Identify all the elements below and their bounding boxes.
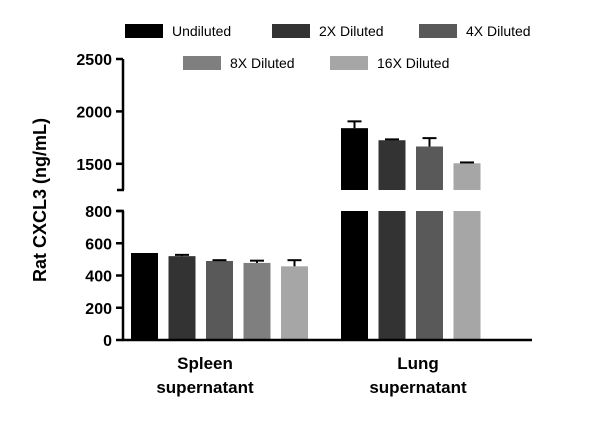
x-category-label: supernatant [369,378,467,397]
bar-spleen-16x-diluted [281,266,308,340]
legend: Undiluted 2X Diluted 4X Diluted 8X Diluted 1… [125,23,531,71]
bar-spleen-4x-diluted [206,260,233,340]
y-tick-label: 1500 [76,157,112,174]
bar-lung-upper-16x-diluted [453,163,481,190]
legend-swatch [183,56,221,70]
y-tick-label: 200 [85,301,112,318]
y-tick-label: 0 [103,333,112,350]
x-category-label: Spleen [177,354,233,373]
legend-swatch [419,24,457,38]
legend-item: 8X Diluted [183,55,295,71]
legend-item: 16X Diluted [330,55,449,71]
x-category-label: supernatant [156,378,254,397]
y-tick-label: 800 [85,204,112,221]
y-tick-label: 400 [85,269,112,286]
bar-lung-lower-2x-diluted [378,211,406,340]
bars [131,120,481,340]
bar-lung-upper-4x-diluted [416,146,443,190]
legend-label: 8X Diluted [230,55,295,71]
bar-spleen-2x-diluted [168,256,196,340]
legend-item: 4X Diluted [419,23,531,39]
legend-label: 2X Diluted [319,23,384,39]
bar-lung-upper-2x-diluted [378,140,406,190]
legend-item: 2X Diluted [272,23,384,39]
legend-swatch [272,24,310,38]
bar-spleen-undiluted [131,253,158,340]
legend-swatch [125,24,163,38]
bar-lung-upper-undiluted [341,128,368,190]
bar-spleen-8x-diluted [243,262,271,340]
y-tick-label: 2500 [76,52,112,69]
legend-label: 16X Diluted [377,55,449,71]
y-axis: 0 200 400 600 800 1500 2000 2500 [76,52,125,350]
bar-lung-lower-16x-diluted [453,211,481,340]
bar-lung-lower-undiluted [341,211,368,340]
y-axis-label: Rat CXCL3 (ng/mL) [30,118,50,282]
legend-swatch [330,56,368,70]
legend-label: Undiluted [172,23,231,39]
y-tick-label: 2000 [76,104,112,121]
legend-label: 4X Diluted [466,23,531,39]
x-category-label: Lung [397,354,439,373]
y-tick-label: 600 [85,236,112,253]
legend-item: Undiluted [125,23,231,39]
bar-lung-lower-4x-diluted [416,211,443,340]
x-axis: Spleen supernatant Lung supernatant [122,338,532,397]
